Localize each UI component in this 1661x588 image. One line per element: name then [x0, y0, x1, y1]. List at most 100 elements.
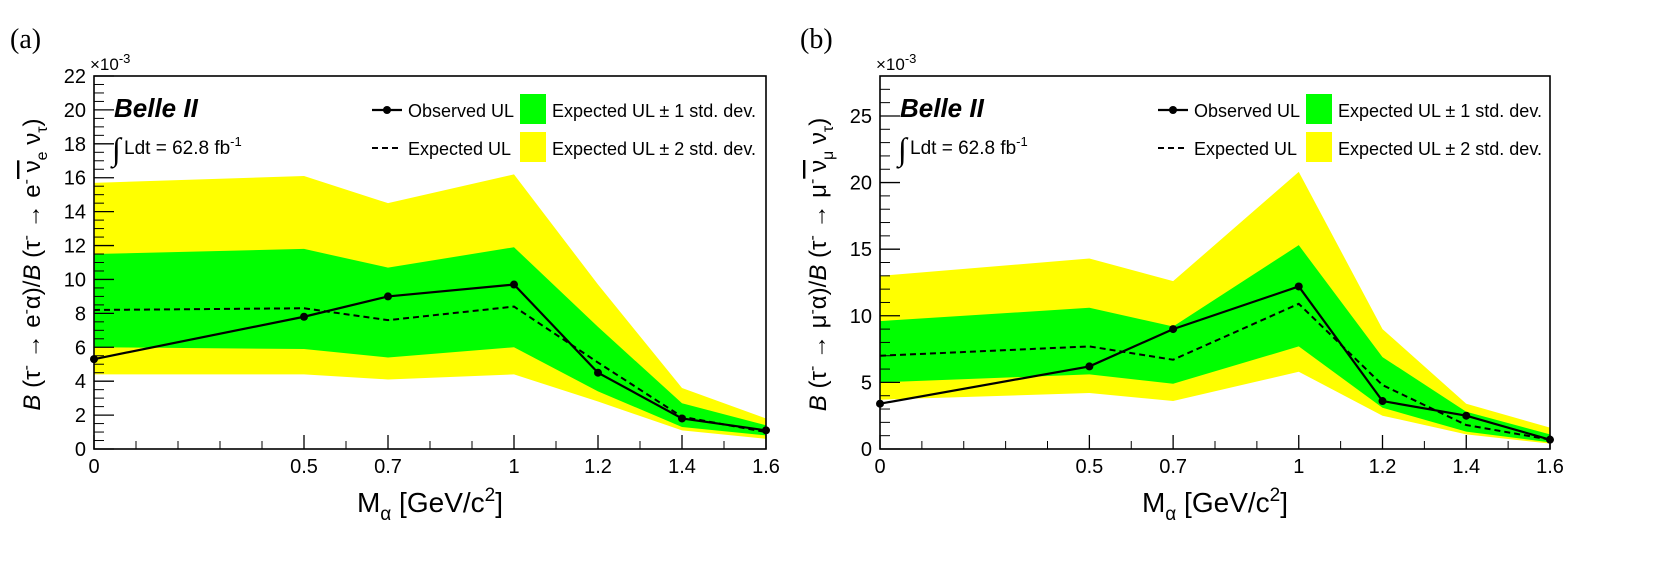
y-exponent-power: -3 [119, 51, 131, 66]
x-axis-label-sub: α [1165, 504, 1176, 525]
x-tick-label: 0 [874, 456, 885, 478]
y-tick-label: 10 [850, 306, 872, 328]
x-tick-label: 1.6 [1536, 456, 1564, 478]
y-label-s1: - [18, 365, 35, 370]
legend-band2-swatch [1306, 132, 1332, 162]
y-tick-label: 18 [64, 134, 86, 156]
y-tick-label: 25 [850, 106, 872, 128]
x-axis-label-m: M [1142, 487, 1165, 518]
y-tick-label: 5 [861, 372, 872, 394]
legend-expected-label: Expected UL [1194, 139, 1297, 159]
observed-point [1294, 282, 1303, 291]
observed-point [1462, 411, 1471, 420]
legend-band1-swatch [520, 94, 546, 124]
panel-label: (b) [800, 24, 833, 55]
observed-point [594, 368, 602, 377]
x-tick-label: 1.4 [668, 456, 696, 478]
x-tick-label: 0.5 [1075, 456, 1103, 478]
observed-point [678, 414, 686, 423]
y-label-p5: → μ [805, 184, 832, 235]
x-tick-label: 0.7 [374, 456, 402, 478]
y-label-s1: - [804, 366, 821, 371]
y-tick-label: 0 [75, 439, 86, 461]
legend-band1-swatch [1306, 94, 1332, 124]
x-tick-label: 1 [508, 456, 519, 478]
x-axis-label-sub: α [380, 504, 391, 525]
y-label-p2: → μ [805, 315, 832, 366]
x-axis-label-m: M [357, 487, 380, 518]
y-exponent-label: ×10-3 [876, 51, 916, 74]
x-tick-label: 1 [1293, 456, 1304, 478]
y-label-p7: ν [805, 132, 832, 151]
expected-line [879, 302, 1551, 441]
y-label-p4: (τ [19, 240, 46, 265]
chart-panel-b: (b) 0 5 10 15 20 25 0 0.5 0.7 1 1.2 1.4 1.6 ×10-3 Belle… [800, 24, 1564, 525]
x-axis-label-unit-end: ] [495, 487, 503, 518]
legend-band1-label: Expected UL ± 1 std. dev. [1338, 101, 1542, 121]
y-label-b1: B [805, 395, 832, 411]
y-label-p8: ) [19, 118, 46, 126]
y-tick-label: 4 [75, 371, 86, 393]
y-label-p6: ν [805, 160, 832, 179]
legend-expected-label: Expected UL [408, 139, 511, 159]
y-label-s4: - [18, 179, 35, 184]
x-axis-label: Mα [GeV/c2] [357, 485, 503, 525]
x-axis-label-unit-sup: 2 [485, 485, 496, 506]
y-label-s3: - [18, 235, 35, 240]
y-label-p4: (τ [805, 240, 832, 265]
y-exponent-power: -3 [905, 51, 917, 66]
x-axis-label: Mα [GeV/c2] [1142, 485, 1288, 525]
y-tick-label: 14 [64, 202, 86, 224]
band-1sigma [94, 247, 766, 436]
y-tick-label: 2 [75, 405, 86, 427]
legend-band2-label: Expected UL ± 2 std. dev. [1338, 139, 1542, 159]
y-label-sub1: μ [820, 151, 837, 160]
y-label-s4: - [804, 179, 821, 184]
y-label-b2: B [19, 265, 46, 281]
legend-observed-label: Observed UL [408, 101, 514, 121]
x-axis-label-unit-end: ] [1280, 487, 1288, 518]
y-axis-label: B (τ- → μ-α)/B (τ- → μ- νμ ντ) [804, 118, 837, 411]
y-label-p3: α)/ [805, 280, 832, 309]
y-label-p3: α)/ [19, 280, 46, 309]
y-label-s2: - [804, 309, 821, 314]
y-exponent-base: ×10 [876, 55, 905, 74]
luminosity-label: Ldt = 62.8 fb-1 [124, 134, 242, 159]
y-tick-label: 8 [75, 303, 86, 325]
experiment-label: Belle II [900, 93, 985, 123]
x-axis-label-unit: [GeV/c [391, 487, 484, 518]
y-label-sub2: τ [34, 126, 51, 133]
y-tick-label: 22 [64, 66, 86, 88]
luminosity-value: Ldt = 62.8 fb [124, 138, 230, 159]
y-exponent-label: ×10-3 [90, 51, 130, 74]
x-tick-label: 0 [88, 456, 99, 478]
x-axis-label-unit-sup: 2 [1270, 485, 1281, 506]
luminosity-exponent: -1 [230, 134, 242, 149]
y-label-s2: - [18, 309, 35, 314]
x-tick-label: 1.4 [1452, 456, 1480, 478]
band-1sigma [880, 245, 1550, 443]
observed-point [510, 280, 518, 289]
integral-symbol: ∫ [896, 131, 909, 169]
x-axis-label-unit: [GeV/c [1176, 487, 1269, 518]
legend-observed-marker [383, 106, 391, 114]
y-label-p5: → e [19, 184, 46, 235]
legend-band2-label: Expected UL ± 2 std. dev. [552, 139, 756, 159]
legend-observed-label: Observed UL [1194, 101, 1300, 121]
y-label-sub2: τ [820, 125, 837, 132]
y-tick-label: 0 [861, 439, 872, 461]
x-tick-label: 0.7 [1159, 456, 1187, 478]
y-label-p7: ν [19, 133, 46, 152]
y-label-b1: B [19, 395, 46, 411]
y-tick-label: 20 [64, 100, 86, 122]
panel-label: (a) [10, 24, 41, 55]
luminosity-label: Ldt = 62.8 fb-1 [910, 134, 1028, 159]
x-tick-label: 1.2 [584, 456, 612, 478]
observed-point [1378, 397, 1387, 406]
chart-panel-a: (a) 0 2 4 6 8 10 12 14 16 18 20 22 0 0.5 0.7 1 1.2 1.4 1.6 ×… [10, 24, 780, 525]
integral-symbol: ∫ [110, 131, 123, 169]
observed-point [1085, 362, 1094, 371]
x-tick-label: 1.6 [752, 456, 780, 478]
legend-band1-label: Expected UL ± 1 std. dev. [552, 101, 756, 121]
